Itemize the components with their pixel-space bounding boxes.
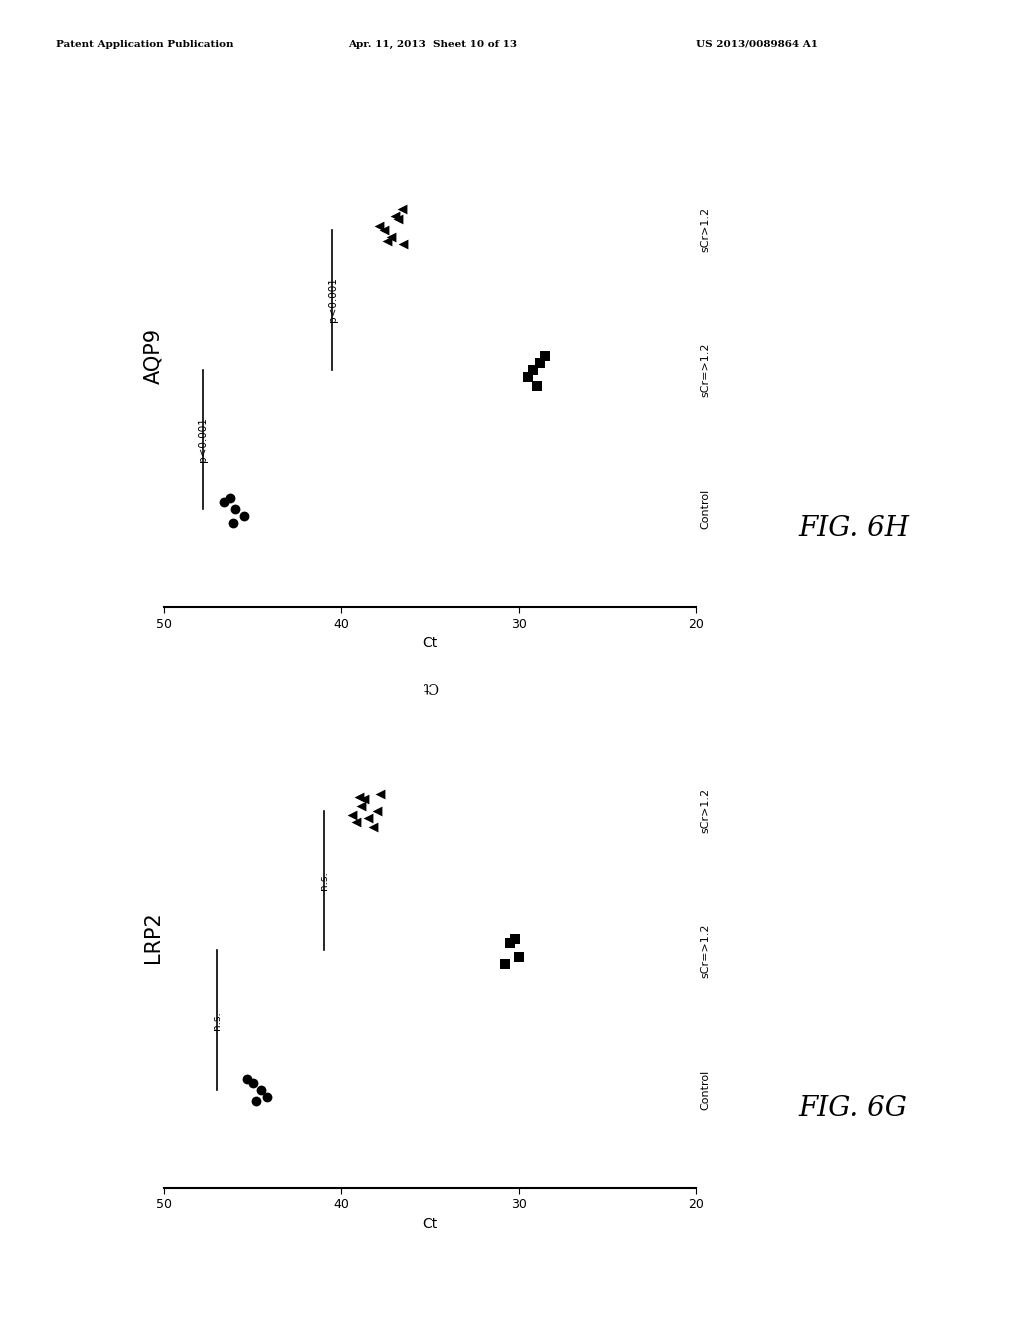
Text: FIG. 6G: FIG. 6G (799, 1096, 907, 1122)
Point (352, 796, 369, 817)
Point (248, 1090, 264, 1111)
Point (239, 1068, 255, 1089)
Point (379, 231, 395, 252)
X-axis label: Ct: Ct (423, 636, 437, 651)
Point (344, 804, 360, 825)
Text: FIG. 6H: FIG. 6H (799, 515, 909, 541)
Point (356, 789, 373, 810)
Point (528, 376, 545, 397)
Text: Ct: Ct (422, 678, 438, 693)
Point (376, 219, 392, 240)
Point (497, 954, 513, 975)
Point (502, 933, 518, 954)
Point (372, 783, 388, 804)
Text: US 2013/0089864 A1: US 2013/0089864 A1 (696, 40, 818, 49)
Point (369, 800, 385, 821)
Text: AQP9: AQP9 (143, 329, 164, 384)
Point (253, 1080, 269, 1101)
Text: Patent Application Publication: Patent Application Publication (56, 40, 233, 49)
Point (359, 807, 376, 828)
Point (371, 215, 387, 236)
Point (383, 226, 399, 247)
Point (259, 1086, 275, 1107)
Point (507, 929, 523, 950)
Point (245, 1073, 261, 1094)
Point (386, 206, 402, 227)
Point (366, 817, 382, 838)
Point (226, 499, 243, 520)
Point (236, 506, 252, 527)
Text: p<0.001: p<0.001 (328, 277, 338, 322)
Point (393, 198, 410, 219)
Point (538, 345, 554, 366)
Point (347, 812, 364, 833)
Text: n.s.: n.s. (212, 1011, 222, 1030)
Point (225, 512, 242, 533)
Point (221, 487, 238, 508)
X-axis label: Ct: Ct (423, 1217, 437, 1232)
Point (351, 787, 368, 808)
Text: LRP2: LRP2 (143, 911, 164, 964)
Text: p<0.001: p<0.001 (199, 417, 208, 462)
Point (531, 352, 548, 374)
Text: Apr. 11, 2013  Sheet 10 of 13: Apr. 11, 2013 Sheet 10 of 13 (348, 40, 517, 49)
Point (525, 359, 542, 380)
Point (216, 492, 232, 513)
Text: n.s.: n.s. (318, 871, 329, 890)
Point (395, 234, 412, 255)
Point (511, 946, 527, 968)
Point (519, 366, 536, 387)
Point (390, 209, 407, 230)
